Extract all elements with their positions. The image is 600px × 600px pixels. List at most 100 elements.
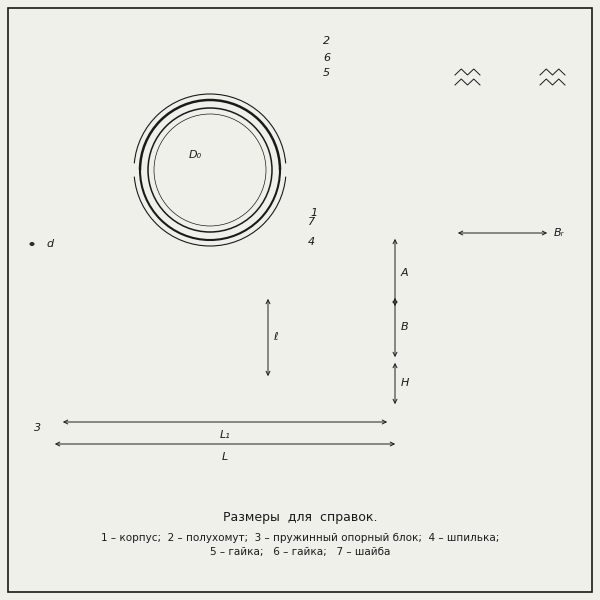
Text: A: A (401, 268, 409, 277)
Bar (327, 395, 398, 407)
Bar (242, 246, 260, 295)
Bar (480, 70, 540, 90)
Bar (495, 176, 525, 188)
Text: L: L (222, 452, 228, 462)
Bar (27, 239, 37, 249)
Bar (160, 379, 176, 390)
Bar (162, 390, 174, 399)
Bar (109, 107, 131, 115)
Text: 4: 4 (308, 237, 315, 247)
Bar (26, 370, 38, 381)
Bar (289, 107, 311, 115)
Bar (289, 220, 311, 232)
Bar (286, 156, 314, 184)
Bar (246, 390, 258, 399)
Text: L₁: L₁ (220, 430, 230, 440)
Bar (244, 379, 260, 390)
Text: 2: 2 (323, 36, 330, 46)
Bar (50, 346, 400, 360)
Text: ℓ: ℓ (273, 332, 278, 343)
Text: 1: 1 (310, 208, 317, 218)
Bar (26, 370, 38, 381)
Text: 3: 3 (34, 423, 41, 433)
Bar (291, 210, 309, 220)
Text: d: d (46, 239, 53, 249)
Bar (286, 156, 314, 184)
Bar (335, 360, 390, 395)
Bar (60, 360, 115, 395)
Text: Размеры  для  справок.: Размеры для справок. (223, 511, 377, 524)
Bar (245, 286, 259, 296)
Text: 5: 5 (323, 68, 330, 78)
Bar (130, 295, 290, 309)
Bar (160, 379, 176, 390)
Bar (289, 220, 311, 232)
Bar (245, 286, 259, 296)
Bar (27, 239, 37, 249)
Bar (106, 156, 134, 184)
Bar (480, 233, 540, 243)
Bar (492, 115, 528, 121)
Bar (109, 220, 131, 232)
Bar (291, 115, 309, 125)
Bar (161, 286, 175, 296)
Text: H: H (401, 379, 409, 389)
Bar (162, 390, 174, 399)
Bar (495, 90, 525, 115)
Bar (109, 220, 131, 232)
Bar (50, 295, 400, 309)
Bar (327, 395, 398, 407)
Text: Bᵣ: Bᵣ (554, 228, 565, 238)
Bar (111, 210, 129, 220)
Bar (195, 309, 225, 346)
Bar (52, 395, 123, 407)
Bar (111, 115, 129, 125)
Bar (289, 107, 311, 115)
Bar (492, 115, 528, 121)
Bar (483, 203, 538, 213)
Bar (160, 246, 178, 295)
Bar (52, 395, 123, 407)
Bar (246, 390, 258, 399)
Text: 1 – корпус;  2 – полухомут;  3 – пружинный опорный блок;  4 – шпилька;: 1 – корпус; 2 – полухомут; 3 – пружинный… (101, 533, 499, 543)
Bar (244, 379, 260, 390)
Bar (488, 131, 533, 176)
Bar (111, 115, 129, 125)
Bar (110, 125, 130, 136)
Text: 7: 7 (308, 217, 315, 227)
Bar (148, 236, 272, 258)
Bar (290, 125, 310, 136)
Bar (195, 309, 225, 346)
Bar (495, 90, 525, 115)
Bar (50, 346, 400, 360)
Bar (130, 295, 290, 309)
Bar (505, 213, 515, 243)
Bar (60, 360, 115, 395)
Bar (111, 232, 129, 245)
Bar (291, 232, 309, 245)
Bar (111, 232, 129, 245)
Text: 6: 6 (323, 53, 330, 63)
Bar (109, 107, 131, 115)
Bar (148, 236, 272, 258)
Bar (488, 131, 533, 176)
Bar (106, 156, 134, 184)
Text: B: B (401, 323, 409, 332)
Bar (242, 246, 260, 295)
Bar (505, 213, 515, 243)
Text: 5 – гайка;   6 – гайка;   7 – шайба: 5 – гайка; 6 – гайка; 7 – шайба (210, 547, 390, 557)
Bar (335, 360, 390, 395)
Bar (495, 176, 525, 188)
Bar (291, 210, 309, 220)
Bar (50, 295, 400, 309)
Bar (160, 246, 178, 295)
Bar (290, 125, 310, 136)
Bar (291, 115, 309, 125)
Bar (483, 203, 538, 213)
Bar (110, 125, 130, 136)
Bar (480, 70, 540, 90)
Text: D₀: D₀ (189, 150, 202, 160)
Bar (480, 233, 540, 243)
Bar (291, 232, 309, 245)
Bar (111, 210, 129, 220)
